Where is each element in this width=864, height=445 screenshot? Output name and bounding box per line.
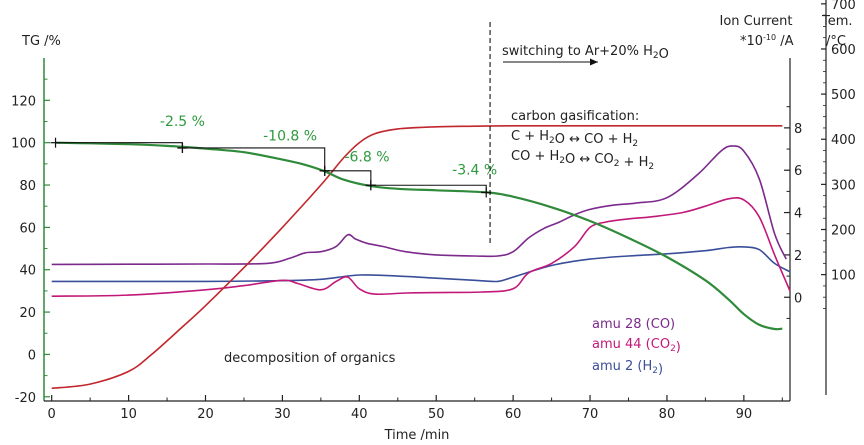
ion-tick-label: 4: [794, 207, 802, 222]
tg-tick-label: 20: [19, 306, 36, 321]
legend-amu2: amu 2 (H2): [592, 359, 663, 377]
temp-tick-label: 100: [831, 269, 856, 284]
amu44-line: [51, 197, 791, 297]
temp-axis-unit: /°C: [826, 34, 846, 49]
ion-tick-label: 6: [794, 164, 802, 179]
ion-axis-unit: *10-10 /A: [740, 33, 794, 49]
series-layer: [51, 124, 791, 390]
temp-tick-label: 700: [831, 0, 856, 13]
annotation-layer: -2.5 % -10.8 % -6.8 % -3.4 % switching to Ar…: [50, 22, 681, 377]
temp-tick-label: 200: [831, 224, 856, 239]
ion-tick-label: 8: [794, 122, 802, 137]
switch-arrowhead: [590, 58, 598, 66]
reaction-2: CO + H2O ↔ CO2 + H2: [511, 149, 654, 172]
legend-amu44: amu 44 (CO2): [592, 337, 681, 355]
x-tick-label: 10: [120, 407, 137, 422]
temperature-line: [51, 124, 783, 390]
x-tick-label: 30: [274, 407, 291, 422]
x-tick-label: 0: [48, 407, 56, 422]
switch-label: switching to Ar+20% H2O: [502, 44, 669, 62]
step-bracket: [182, 147, 326, 171]
tg-tick-label: 120: [11, 94, 36, 109]
ion-axis-title: Ion Current: [720, 14, 793, 29]
x-tick-label: 50: [428, 407, 445, 422]
x-tick-label: 90: [736, 407, 753, 422]
temp-tick-label: 300: [831, 178, 856, 193]
decomposition-label: decomposition of organics: [224, 351, 396, 366]
temp-axis-title: Tem.: [821, 14, 853, 29]
x-tick-label: 70: [582, 407, 599, 422]
temp-tick-label: 400: [831, 133, 856, 148]
tg-tick-label: 0: [28, 348, 36, 363]
ion-tick-label: 0: [794, 291, 802, 306]
tg-tick-label: -20: [15, 391, 36, 406]
temp-tick-label: 600: [831, 43, 856, 58]
tg-tick-label: 40: [19, 264, 36, 279]
x-tick-label: 40: [351, 407, 368, 422]
x-tick-label: 60: [505, 407, 522, 422]
tg-tick-label: 100: [11, 137, 36, 152]
ion-tick-label: 2: [794, 249, 802, 264]
tg-tick-label: 60: [19, 221, 36, 236]
tg-tick-label: 80: [19, 179, 36, 194]
x-axis-title: Time /min: [384, 428, 450, 443]
tg-axis-title: TG /%: [21, 34, 61, 49]
reaction-1: C + H2O ↔ CO + H2: [511, 129, 638, 149]
step-label: -3.4 %: [452, 162, 497, 178]
carbon-gasification-title: carbon gasification:: [511, 109, 639, 124]
tg-line: [55, 141, 783, 331]
x-tick-label: 20: [197, 407, 214, 422]
step-label: -10.8 %: [263, 129, 317, 145]
temp-tick-label: 500: [831, 88, 856, 103]
step-label: -6.8 %: [344, 150, 389, 166]
x-tick-label: 80: [659, 407, 676, 422]
amu28-line: [51, 145, 787, 266]
legend-amu28: amu 28 (CO): [592, 317, 675, 332]
step-label: -2.5 %: [160, 114, 205, 130]
